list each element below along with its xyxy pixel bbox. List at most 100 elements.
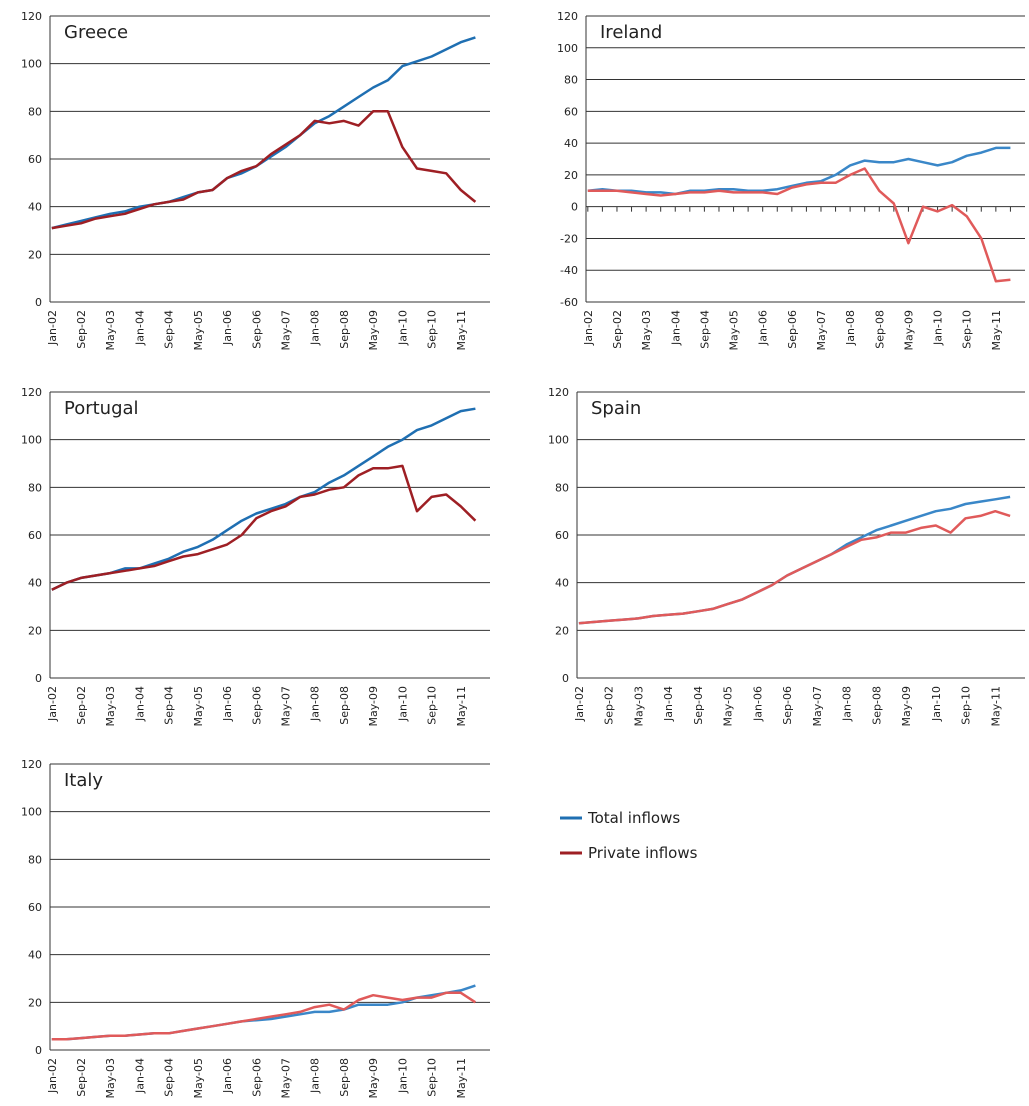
- x-tick-label: May-05: [192, 1058, 205, 1099]
- x-tick-label: May-03: [632, 686, 645, 727]
- x-tick-label: May-09: [900, 686, 913, 727]
- x-tick-label: May-07: [280, 310, 293, 351]
- x-tick-label: May-07: [815, 310, 828, 351]
- x-tick-label: Jan-02: [46, 686, 59, 722]
- x-tick-label: Sep-04: [692, 686, 705, 725]
- x-tick-label: Jan-06: [757, 310, 770, 346]
- x-tick-label: Sep-04: [163, 686, 176, 725]
- x-tick-label: May-11: [455, 1058, 468, 1099]
- title-bg: [54, 767, 144, 793]
- x-tick-label: Sep-10: [960, 686, 973, 725]
- chart-title: Spain: [591, 398, 641, 419]
- x-tick-label: Sep-10: [426, 1058, 439, 1097]
- x-tick-label: May-05: [728, 310, 741, 351]
- x-tick-label: Jan-02: [582, 310, 595, 346]
- x-tick-label: Jan-04: [133, 1058, 146, 1094]
- chart-title: Ireland: [600, 22, 662, 43]
- x-tick-label: May-11: [455, 310, 468, 351]
- y-tick-label: 20: [564, 169, 578, 182]
- y-tick-label: 100: [557, 42, 578, 55]
- x-tick-label: Sep-06: [781, 686, 794, 725]
- x-tick-label: Sep-04: [163, 1058, 176, 1097]
- chart-title: Portugal: [64, 398, 139, 419]
- x-tick-label: Sep-08: [338, 310, 351, 349]
- x-tick-label: Jan-08: [309, 1058, 322, 1094]
- x-tick-label: Sep-10: [961, 310, 974, 349]
- x-tick-label: Jan-04: [133, 686, 146, 722]
- y-tick-label: 120: [21, 386, 42, 399]
- x-tick-label: Jan-08: [309, 686, 322, 722]
- y-tick-label: 120: [548, 386, 569, 399]
- y-tick-label: 20: [28, 624, 42, 637]
- y-tick-label: -20: [560, 232, 578, 245]
- y-tick-label: 40: [555, 577, 569, 590]
- y-tick-label: 100: [548, 434, 569, 447]
- y-tick-label: 0: [35, 1044, 42, 1057]
- x-tick-label: Jan-10: [930, 686, 943, 722]
- x-tick-label: Sep-10: [426, 686, 439, 725]
- x-tick-label: Jan-02: [46, 310, 59, 346]
- x-tick-label: Sep-10: [426, 310, 439, 349]
- y-tick-label: 60: [28, 529, 42, 542]
- x-tick-label: Sep-02: [75, 686, 88, 725]
- x-tick-label: Sep-04: [163, 310, 176, 349]
- title-bg: [590, 19, 680, 45]
- x-tick-label: Sep-04: [698, 310, 711, 349]
- legend-label: Private inflows: [588, 844, 698, 862]
- series-line: [51, 110, 477, 230]
- x-tick-label: Sep-02: [75, 310, 88, 349]
- x-tick-label: Jan-06: [221, 1058, 234, 1094]
- y-tick-label: 100: [21, 58, 42, 71]
- x-tick-label: May-03: [104, 1058, 117, 1099]
- y-tick-label: 120: [21, 758, 42, 771]
- x-tick-label: May-09: [902, 310, 915, 351]
- x-tick-label: May-09: [367, 310, 380, 351]
- x-tick-label: Jan-08: [844, 310, 857, 346]
- x-tick-label: Sep-08: [338, 1058, 351, 1097]
- y-tick-label: 60: [564, 105, 578, 118]
- x-tick-label: Sep-02: [603, 686, 616, 725]
- y-tick-label: 60: [555, 529, 569, 542]
- x-tick-label: May-11: [455, 686, 468, 727]
- chart-title: Italy: [64, 770, 103, 791]
- series-line: [578, 495, 1011, 625]
- series-line: [51, 464, 477, 591]
- x-tick-label: May-03: [104, 310, 117, 351]
- x-tick-label: Sep-08: [870, 686, 883, 725]
- x-tick-label: May-09: [367, 1058, 380, 1099]
- series-line: [587, 146, 1011, 196]
- x-tick-label: Jan-02: [46, 1058, 59, 1094]
- chart-title: Greece: [64, 22, 128, 43]
- y-tick-label: 20: [28, 996, 42, 1009]
- x-tick-label: Jan-10: [396, 686, 409, 722]
- x-tick-label: May-05: [722, 686, 735, 727]
- y-tick-label: 120: [557, 10, 578, 23]
- y-tick-label: 60: [28, 901, 42, 914]
- series-line: [51, 407, 476, 591]
- y-tick-label: 20: [28, 248, 42, 261]
- x-tick-label: Sep-02: [611, 310, 624, 349]
- series-line: [587, 167, 1011, 283]
- x-tick-label: May-03: [640, 310, 653, 351]
- y-tick-label: 0: [562, 672, 569, 685]
- x-tick-label: May-07: [280, 1058, 293, 1099]
- y-tick-label: 80: [28, 105, 42, 118]
- title-bg: [54, 19, 144, 45]
- y-tick-label: -60: [560, 296, 578, 309]
- x-tick-label: Jan-04: [669, 310, 682, 346]
- y-tick-label: 20: [555, 624, 569, 637]
- y-tick-label: 0: [571, 201, 578, 214]
- x-tick-label: May-07: [811, 686, 824, 727]
- y-tick-label: -40: [560, 264, 578, 277]
- x-tick-label: Sep-02: [75, 1058, 88, 1097]
- x-tick-label: May-11: [990, 310, 1003, 351]
- y-tick-label: 120: [21, 10, 42, 23]
- title-bg: [54, 395, 144, 421]
- y-tick-label: 100: [21, 434, 42, 447]
- series-line: [51, 991, 477, 1041]
- y-tick-label: 40: [28, 949, 42, 962]
- y-tick-label: 40: [28, 577, 42, 590]
- x-tick-label: May-05: [192, 686, 205, 727]
